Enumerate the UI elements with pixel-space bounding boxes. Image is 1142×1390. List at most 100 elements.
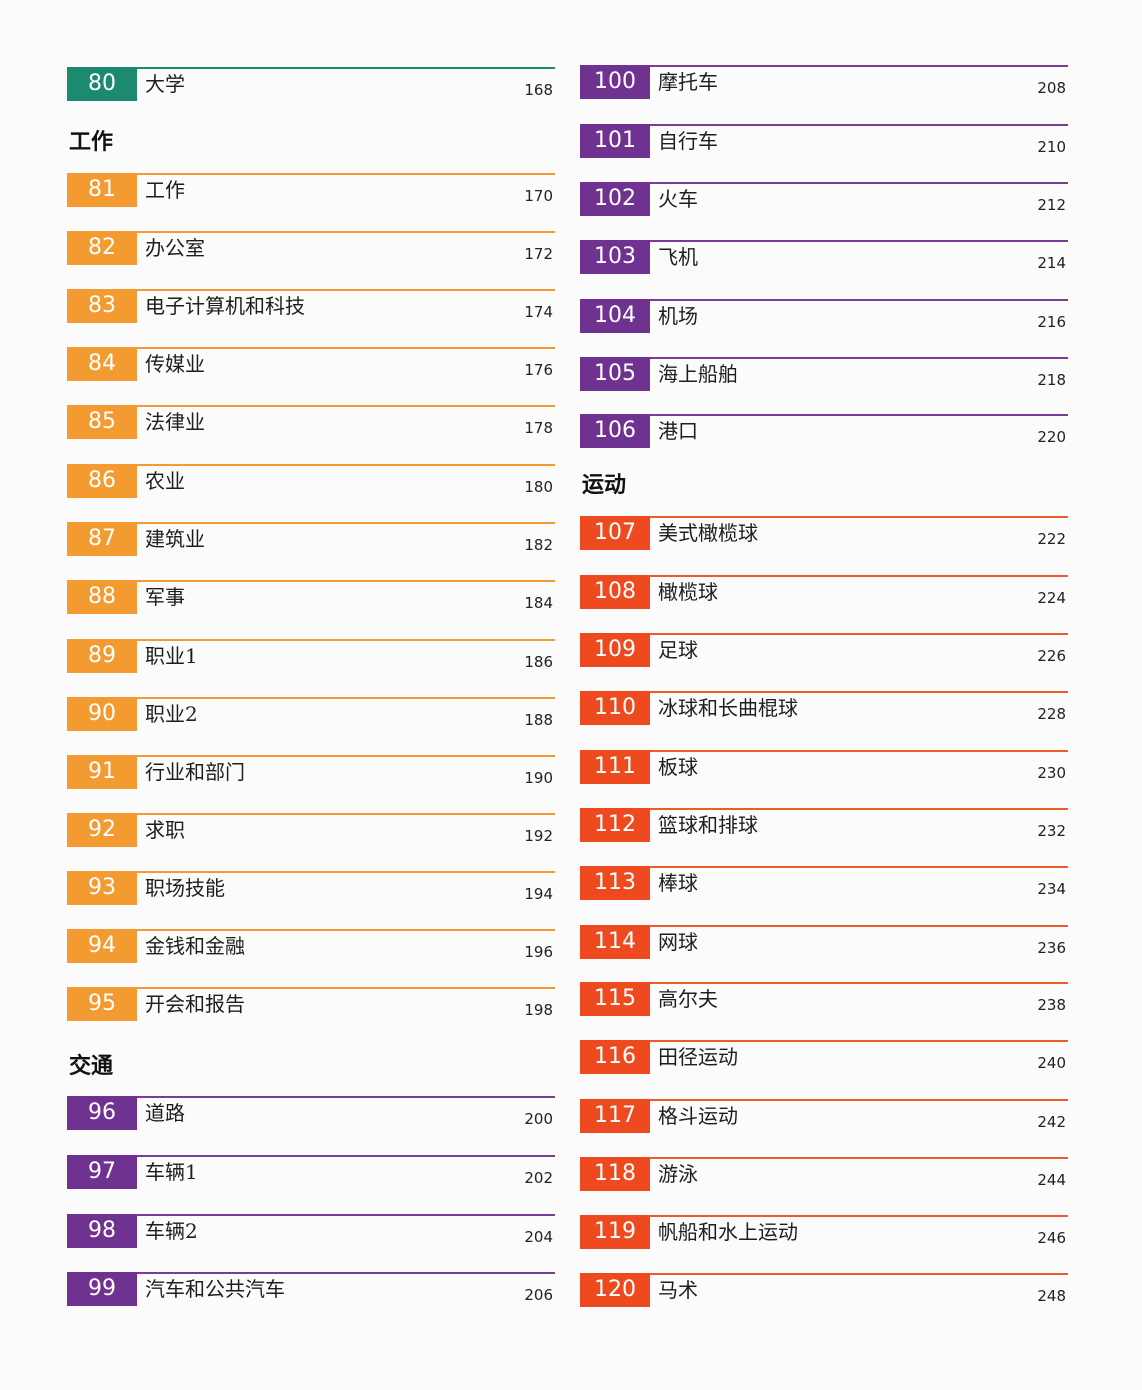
toc-entry-103[interactable]: 103 飞机 214 bbox=[580, 240, 1068, 274]
entry-rule bbox=[67, 987, 555, 989]
toc-entry-89[interactable]: 89 职业1 186 bbox=[67, 639, 555, 673]
entry-title: 职场技能 bbox=[145, 876, 225, 900]
toc-entry-114[interactable]: 114 网球 236 bbox=[580, 925, 1068, 959]
entry-number: 103 bbox=[580, 240, 650, 274]
entry-number: 83 bbox=[67, 289, 137, 323]
entry-number: 98 bbox=[67, 1214, 137, 1248]
toc-entry-93[interactable]: 93 职场技能 194 bbox=[67, 871, 555, 905]
entry-page: 242 bbox=[1037, 1113, 1066, 1131]
entry-rule bbox=[580, 982, 1068, 984]
entry-title: 军事 bbox=[145, 585, 185, 609]
toc-entry-108[interactable]: 108 橄榄球 224 bbox=[580, 575, 1068, 609]
entry-number: 108 bbox=[580, 575, 650, 609]
entry-page: 196 bbox=[524, 943, 553, 961]
entry-number: 93 bbox=[67, 871, 137, 905]
entry-page: 210 bbox=[1037, 138, 1066, 156]
toc-entry-88[interactable]: 88 军事 184 bbox=[67, 580, 555, 614]
toc-entry-113[interactable]: 113 棒球 234 bbox=[580, 866, 1068, 900]
entry-number: 109 bbox=[580, 633, 650, 667]
toc-entry-85[interactable]: 85 法律业 178 bbox=[67, 405, 555, 439]
toc-entry-101[interactable]: 101 自行车 210 bbox=[580, 124, 1068, 158]
entry-page: 194 bbox=[524, 885, 553, 903]
toc-entry-117[interactable]: 117 格斗运动 242 bbox=[580, 1099, 1068, 1133]
entry-rule bbox=[580, 925, 1068, 927]
toc-entry-100[interactable]: 100 摩托车 208 bbox=[580, 65, 1068, 99]
entry-rule bbox=[580, 866, 1068, 868]
toc-entry-116[interactable]: 116 田径运动 240 bbox=[580, 1040, 1068, 1074]
entry-title: 法律业 bbox=[145, 410, 205, 434]
entry-rule bbox=[580, 414, 1068, 416]
entry-rule bbox=[67, 929, 555, 931]
entry-number: 116 bbox=[580, 1040, 650, 1074]
entry-title: 美式橄榄球 bbox=[658, 521, 758, 545]
toc-entry-82[interactable]: 82 办公室 172 bbox=[67, 231, 555, 265]
entry-page: 188 bbox=[524, 711, 553, 729]
toc-entry-99[interactable]: 99 汽车和公共汽车 206 bbox=[67, 1272, 555, 1306]
entry-number: 113 bbox=[580, 866, 650, 900]
entry-number: 97 bbox=[67, 1155, 137, 1189]
entry-page: 234 bbox=[1037, 880, 1066, 898]
toc-entry-91[interactable]: 91 行业和部门 190 bbox=[67, 755, 555, 789]
entry-title: 游泳 bbox=[658, 1162, 698, 1186]
entry-title: 帆船和水上运动 bbox=[658, 1220, 798, 1244]
entry-rule bbox=[67, 464, 555, 466]
entry-title: 高尔夫 bbox=[658, 987, 718, 1011]
toc-entry-110[interactable]: 110 冰球和长曲棍球 228 bbox=[580, 691, 1068, 725]
toc-entry-90[interactable]: 90 职业2 188 bbox=[67, 697, 555, 731]
toc-entry-97[interactable]: 97 车辆1 202 bbox=[67, 1155, 555, 1189]
entry-number: 89 bbox=[67, 639, 137, 673]
entry-rule bbox=[67, 755, 555, 757]
entry-rule bbox=[67, 871, 555, 873]
toc-entry-111[interactable]: 111 板球 230 bbox=[580, 750, 1068, 784]
entry-rule bbox=[580, 1215, 1068, 1217]
toc-entry-83[interactable]: 83 电子计算机和科技 174 bbox=[67, 289, 555, 323]
entry-number: 112 bbox=[580, 808, 650, 842]
toc-entry-86[interactable]: 86 农业 180 bbox=[67, 464, 555, 498]
entry-rule bbox=[67, 173, 555, 175]
entry-rule bbox=[580, 299, 1068, 301]
toc-entry-84[interactable]: 84 传媒业 176 bbox=[67, 347, 555, 381]
entry-number: 84 bbox=[67, 347, 137, 381]
toc-entry-119[interactable]: 119 帆船和水上运动 246 bbox=[580, 1215, 1068, 1249]
entry-page: 214 bbox=[1037, 254, 1066, 272]
toc-entry-92[interactable]: 92 求职 192 bbox=[67, 813, 555, 847]
entry-page: 226 bbox=[1037, 647, 1066, 665]
toc-entry-118[interactable]: 118 游泳 244 bbox=[580, 1157, 1068, 1191]
entry-number: 87 bbox=[67, 522, 137, 556]
toc-entry-80[interactable]: 80 大学 168 bbox=[67, 67, 555, 101]
entry-number: 115 bbox=[580, 982, 650, 1016]
entry-page: 176 bbox=[524, 361, 553, 379]
entry-title: 传媒业 bbox=[145, 352, 205, 376]
entry-rule bbox=[67, 697, 555, 699]
entry-title: 车辆2 bbox=[145, 1219, 198, 1243]
entry-number: 92 bbox=[67, 813, 137, 847]
entry-rule bbox=[580, 1040, 1068, 1042]
entry-rule bbox=[67, 639, 555, 641]
toc-entry-109[interactable]: 109 足球 226 bbox=[580, 633, 1068, 667]
entry-rule bbox=[580, 808, 1068, 810]
entry-number: 90 bbox=[67, 697, 137, 731]
entry-page: 222 bbox=[1037, 530, 1066, 548]
toc-entry-95[interactable]: 95 开会和报告 198 bbox=[67, 987, 555, 1021]
toc-entry-105[interactable]: 105 海上船舶 218 bbox=[580, 357, 1068, 391]
toc-entry-98[interactable]: 98 车辆2 204 bbox=[67, 1214, 555, 1248]
toc-entry-87[interactable]: 87 建筑业 182 bbox=[67, 522, 555, 556]
toc-entry-107[interactable]: 107 美式橄榄球 222 bbox=[580, 516, 1068, 550]
entry-title: 板球 bbox=[658, 755, 698, 779]
entry-rule bbox=[580, 65, 1068, 67]
toc-entry-106[interactable]: 106 港口 220 bbox=[580, 414, 1068, 448]
entry-title: 建筑业 bbox=[145, 527, 205, 551]
toc-entry-115[interactable]: 115 高尔夫 238 bbox=[580, 982, 1068, 1016]
entry-number: 111 bbox=[580, 750, 650, 784]
toc-entry-102[interactable]: 102 火车 212 bbox=[580, 182, 1068, 216]
entry-title: 自行车 bbox=[658, 129, 718, 153]
toc-entry-120[interactable]: 120 马术 248 bbox=[580, 1273, 1068, 1307]
toc-entry-96[interactable]: 96 道路 200 bbox=[67, 1096, 555, 1130]
toc-entry-81[interactable]: 81 工作 170 bbox=[67, 173, 555, 207]
entry-title: 篮球和排球 bbox=[658, 813, 758, 837]
entry-title: 格斗运动 bbox=[658, 1104, 738, 1128]
entry-page: 228 bbox=[1037, 705, 1066, 723]
toc-entry-112[interactable]: 112 篮球和排球 232 bbox=[580, 808, 1068, 842]
toc-entry-94[interactable]: 94 金钱和金融 196 bbox=[67, 929, 555, 963]
toc-entry-104[interactable]: 104 机场 216 bbox=[580, 299, 1068, 333]
